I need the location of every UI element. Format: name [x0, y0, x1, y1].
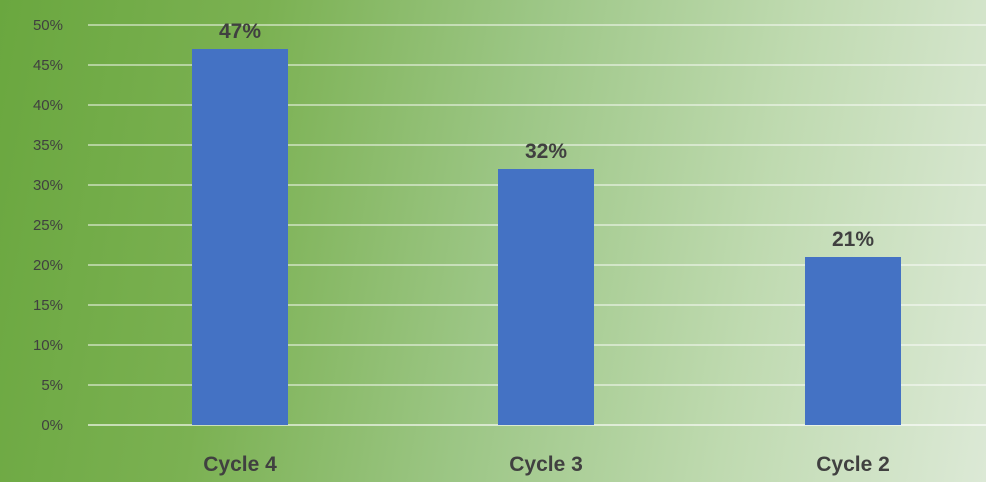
category-label-cycle-3: Cycle 3: [509, 453, 583, 476]
data-label-cycle-4: 47%: [219, 20, 261, 43]
y-tick-label-0: 0%: [41, 417, 63, 434]
category-label-cycle-2: Cycle 2: [816, 453, 890, 476]
data-label-cycle-3: 32%: [525, 140, 567, 163]
y-tick-label-25: 25%: [33, 217, 63, 234]
data-label-cycle-2: 21%: [832, 228, 874, 251]
y-tick-label-5: 5%: [41, 377, 63, 394]
y-tick-label-35: 35%: [33, 137, 63, 154]
bar-cycle-2: [805, 257, 901, 425]
bar-cycle-3: [498, 169, 594, 425]
x-axis-category-labels: Cycle 4 Cycle 3 Cycle 2: [203, 453, 890, 476]
y-tick-label-15: 15%: [33, 297, 63, 314]
y-tick-label-20: 20%: [33, 257, 63, 274]
bar-cycle-4: [192, 49, 288, 425]
bars: [192, 49, 901, 425]
y-tick-label-45: 45%: [33, 57, 63, 74]
y-tick-label-10: 10%: [33, 337, 63, 354]
y-tick-label-50: 50%: [33, 17, 63, 34]
y-axis-tick-labels: 0% 5% 10% 15% 20% 25% 30% 35% 40% 45% 50%: [33, 17, 63, 434]
category-label-cycle-4: Cycle 4: [203, 453, 277, 476]
data-labels: 47% 32% 21%: [219, 20, 874, 251]
y-tick-label-30: 30%: [33, 177, 63, 194]
y-tick-label-40: 40%: [33, 97, 63, 114]
